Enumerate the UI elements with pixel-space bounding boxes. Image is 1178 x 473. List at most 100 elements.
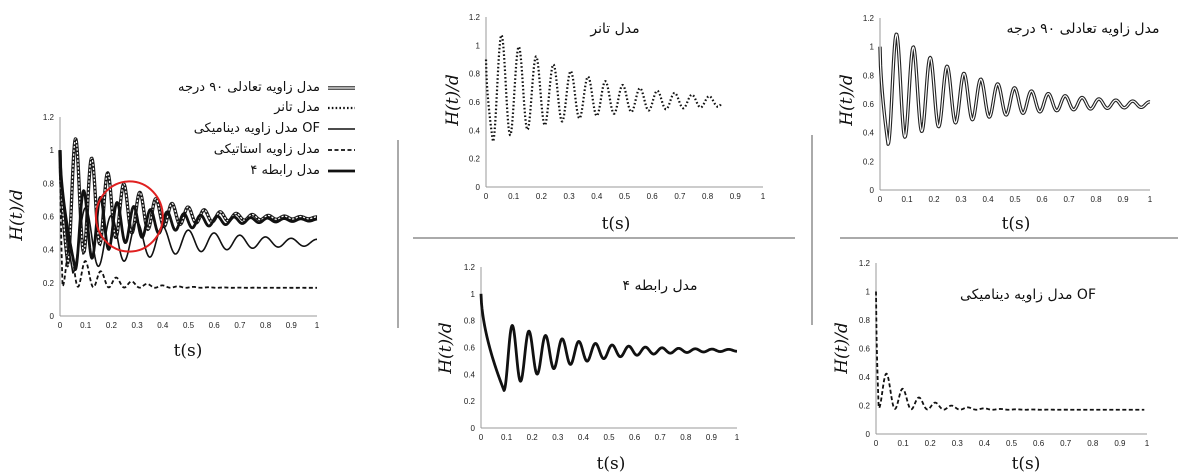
x-tick-label-dynOF: 0.6: [1033, 439, 1045, 448]
x-axis-label-tanner: t(s): [602, 214, 631, 234]
chart-title-eq4: مدل رابطه ۴: [623, 278, 698, 294]
y-tick-label-tanner: 0: [476, 183, 481, 192]
x-tick-label-eq90: 0.5: [1009, 195, 1021, 204]
y-tick-label-eq90: 0.6: [863, 100, 875, 109]
x-tick-label-dynOF: 0.8: [1087, 439, 1099, 448]
x-tick-label-eq4: 0.4: [578, 433, 590, 442]
x-axis-label-eq90: t(s): [1002, 214, 1031, 234]
series-line-eq4-0: [479, 293, 738, 392]
x-tick-label-dynOF: 0.3: [952, 439, 964, 448]
x-tick-label-eq90: 0.6: [1036, 195, 1048, 204]
y-tick-label-eq4: 0.4: [464, 370, 476, 379]
x-tick-label-eq4: 0.5: [603, 433, 615, 442]
y-tick-label-dynOF: 1.2: [859, 259, 871, 268]
legend-label-5: مدل رابطه ۴: [250, 163, 320, 178]
x-tick-label-combined: 0.2: [106, 321, 118, 330]
x-tick-label-combined: 0.4: [157, 321, 169, 330]
x-tick-label-tanner: 1: [761, 192, 766, 201]
chart-dynOF: مدل زاویه دینامیکی OF t(s) H(t)/d 0 0.1 0.…: [832, 259, 1150, 473]
y-axis-label-dynOF: H(t)/d: [832, 322, 852, 375]
legend-label-4: مدل زاویه استاتیکی: [214, 142, 320, 157]
y-tick-label-eq90: 0: [870, 186, 875, 195]
x-tick-label-eq4: 0.8: [680, 433, 692, 442]
x-tick-label-eq90: 0.1: [901, 195, 913, 204]
x-axis-label-dynOF: t(s): [1012, 454, 1041, 473]
y-tick-label-tanner: 0.8: [469, 70, 481, 79]
x-tick-label-combined: 0.8: [260, 321, 272, 330]
x-tick-label-tanner: 0.4: [591, 192, 603, 201]
y-axis-label-tanner: H(t)/d: [443, 74, 463, 127]
highlight-circle: [94, 180, 164, 253]
series-line-eq90-0: [879, 33, 1151, 145]
y-tick-label-combined: 1: [50, 146, 55, 155]
y-tick-label-combined: 0.6: [43, 213, 55, 222]
x-tick-label-eq90: 0.4: [982, 195, 994, 204]
y-tick-label-eq90: 1: [870, 43, 875, 52]
y-tick-label-dynOF: 0.8: [859, 316, 871, 325]
x-tick-label-dynOF: 0: [874, 439, 879, 448]
y-tick-label-combined: 0.4: [43, 246, 55, 255]
x-tick-label-dynOF: 0.5: [1006, 439, 1018, 448]
x-tick-label-combined: 0.9: [286, 321, 298, 330]
x-tick-label-combined: 0.3: [132, 321, 144, 330]
y-tick-label-eq4: 1: [471, 290, 476, 299]
y-tick-label-eq4: 0.6: [464, 344, 476, 353]
y-tick-label-tanner: 0.2: [469, 155, 481, 164]
y-tick-label-eq90: 0.2: [863, 157, 875, 166]
chart-title-eq90: مدل زاویه تعادلی ۹۰ درجه: [1007, 21, 1160, 37]
y-tick-label-eq90: 0.4: [863, 129, 875, 138]
x-tick-label-dynOF: 0.7: [1060, 439, 1072, 448]
x-tick-label-tanner: 0.9: [730, 192, 742, 201]
series-line-combined-2: [59, 150, 318, 274]
x-tick-label-eq90: 1: [1148, 195, 1153, 204]
x-tick-label-combined: 0.5: [183, 321, 195, 330]
chart-tanner: مدل تانر t(s) H(t)/d 0 0.1 0.2 0.3 0.4 0.5 0.6…: [443, 13, 766, 234]
x-axis-label-combined: t(s): [174, 341, 203, 361]
x-tick-label-dynOF: 1: [1145, 439, 1150, 448]
x-tick-label-dynOF: 0.9: [1114, 439, 1126, 448]
series-line-combined-3: [59, 150, 318, 289]
series-line-tanner-0: [484, 33, 723, 143]
x-tick-label-eq4: 1: [735, 433, 740, 442]
x-tick-label-eq4: 0.1: [501, 433, 513, 442]
chart-eq90: مدل زاویه تعادلی ۹۰ درجه t(s) H(t)/d 0 0.…: [837, 14, 1159, 234]
y-tick-label-combined: 1.2: [43, 113, 55, 122]
x-tick-label-combined: 1: [315, 321, 320, 330]
x-tick-label-tanner: 0.3: [564, 192, 576, 201]
y-tick-label-eq4: 0.2: [464, 397, 476, 406]
x-tick-label-dynOF: 0.1: [898, 439, 910, 448]
chart-combined: مدل زاویه تعادلی ۹۰ درجه مدل تانر مدل زا…: [7, 80, 355, 361]
y-tick-label-eq4: 0: [471, 424, 476, 433]
y-tick-label-dynOF: 0.2: [859, 402, 871, 411]
x-tick-label-eq90: 0.9: [1117, 195, 1129, 204]
x-tick-label-tanner: 0.1: [508, 192, 520, 201]
x-tick-label-eq4: 0.9: [706, 433, 718, 442]
y-tick-label-eq4: 0.8: [464, 317, 476, 326]
y-tick-label-dynOF: 0: [866, 430, 871, 439]
y-tick-label-combined: 0: [50, 312, 55, 321]
x-tick-label-tanner: 0: [484, 192, 489, 201]
x-tick-label-eq90: 0.2: [928, 195, 940, 204]
y-tick-label-combined: 0.8: [43, 179, 55, 188]
legend-label-1: مدل زاویه تعادلی ۹۰ درجه: [178, 80, 320, 95]
x-tick-label-eq4: 0: [479, 433, 484, 442]
x-tick-label-eq90: 0: [878, 195, 883, 204]
y-tick-label-dynOF: 0.6: [859, 345, 871, 354]
x-axis-label-eq4: t(s): [597, 454, 626, 473]
x-tick-label-tanner: 0.8: [702, 192, 714, 201]
x-tick-label-combined: 0.7: [234, 321, 246, 330]
x-tick-label-tanner: 0.7: [674, 192, 686, 201]
legend-label-2: مدل تانر: [273, 100, 320, 115]
chart-eq4: مدل رابطه ۴ t(s) H(t)/d 0 0.1 0.2 0.3 0.4 0.5…: [436, 263, 740, 473]
x-tick-label-eq4: 0.7: [655, 433, 667, 442]
series-line-dynOF-0: [875, 291, 1145, 411]
y-axis-label-combined: H(t)/d: [7, 189, 27, 242]
y-tick-label-eq90: 0.8: [863, 71, 875, 80]
x-tick-label-eq90: 0.3: [955, 195, 967, 204]
y-axis-label-eq90: H(t)/d: [837, 74, 857, 127]
x-tick-label-tanner: 0.5: [619, 192, 631, 201]
legend-label-3: مدل زاویه دینامیکی OF: [194, 121, 320, 136]
y-tick-label-dynOF: 0.4: [859, 373, 871, 382]
y-tick-label-tanner: 0.4: [469, 126, 481, 135]
